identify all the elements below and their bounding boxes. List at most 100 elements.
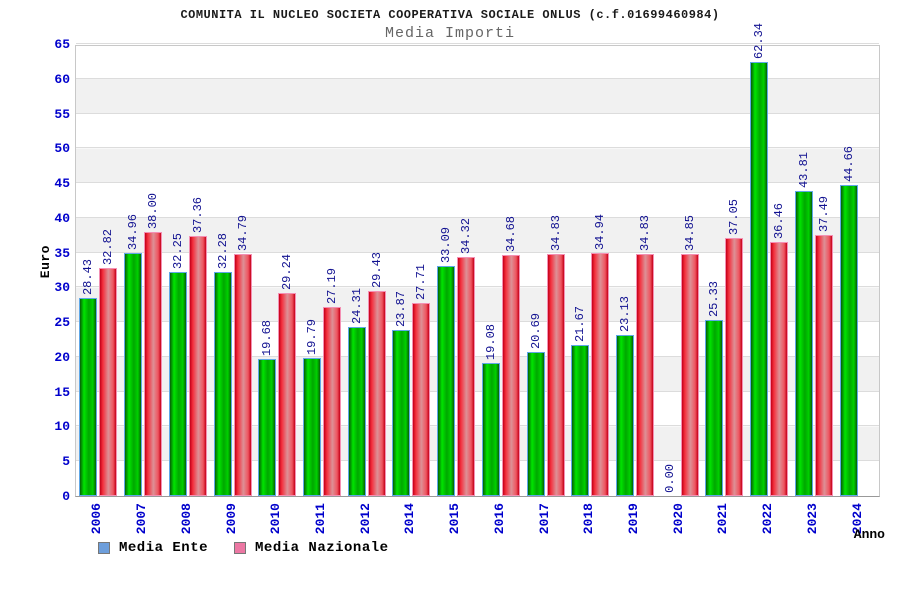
x-tick-label-2015: 2015: [447, 503, 463, 535]
bar-value-label: 25.33: [707, 280, 722, 317]
bar-value-label: 27.19: [324, 267, 339, 304]
gridline: [76, 425, 879, 427]
bar-value-label: 32.25: [170, 232, 185, 269]
bar-ente-2007: [124, 253, 143, 496]
gridline: [76, 286, 879, 288]
y-tick-label: 65: [54, 37, 70, 52]
bar-ente-2011: [302, 358, 321, 496]
bar-ente-2024: [839, 185, 858, 496]
legend-label: Media Nazionale: [255, 540, 389, 556]
bar-nazionale-2021: [725, 238, 744, 496]
x-axis-title: Anno: [853, 527, 885, 542]
bar-nazionale-2011: [322, 307, 341, 496]
x-tick-label-2022: 2022: [760, 503, 776, 535]
x-tick-label-2006: 2006: [89, 503, 105, 535]
bar-value-label: 43.81: [796, 151, 811, 188]
gridline: [76, 460, 879, 462]
bar-nazionale-2022: [770, 242, 789, 496]
bar-value-label: 34.85: [682, 214, 697, 251]
gridline: [76, 251, 879, 253]
bar-nazionale-2007: [144, 232, 163, 496]
gridline: [76, 77, 879, 79]
bar-ente-2008: [168, 272, 187, 496]
gridline: [76, 112, 879, 114]
legend-swatch-icon: [234, 542, 247, 554]
bar-value-label: 28.43: [81, 258, 96, 295]
bar-ente-2022: [750, 62, 769, 496]
bar-value-label: 0.00: [662, 464, 677, 493]
bar-ente-2009: [213, 272, 232, 496]
x-tick-label-2008: 2008: [178, 503, 194, 535]
bar-ente-2015: [437, 266, 456, 496]
bar-ente-2019: [616, 335, 635, 496]
y-tick-label: 50: [54, 141, 70, 157]
y-tick-label: 0: [62, 489, 70, 504]
x-tick-label-2011: 2011: [312, 503, 328, 535]
bar-value-label: 23.87: [394, 290, 409, 327]
bar-value-label: 19.79: [304, 318, 319, 355]
x-tick-label-2017: 2017: [536, 503, 552, 535]
bar-value-label: 37.49: [816, 195, 831, 232]
bar-nazionale-2018: [591, 253, 610, 496]
bar-value-label: 36.46: [772, 202, 787, 239]
bar-nazionale-2014: [412, 303, 431, 496]
bar-value-label: 21.67: [573, 305, 588, 342]
bar-ente-2018: [571, 345, 590, 496]
y-tick-label: 10: [54, 419, 70, 435]
y-tick-label: 40: [54, 210, 70, 226]
gridline: [76, 390, 879, 392]
bar-ente-2014: [392, 330, 411, 496]
bar-ente-2012: [347, 327, 366, 496]
x-tick-label-2021: 2021: [715, 503, 731, 535]
gridline: [76, 182, 879, 184]
y-tick-label: 30: [54, 280, 70, 296]
bar-value-label: 29.24: [280, 253, 295, 290]
bar-nazionale-2008: [188, 236, 207, 496]
bar-value-label: 19.08: [483, 323, 498, 360]
gridline: [76, 216, 879, 218]
bar-value-label: 34.68: [503, 215, 518, 252]
bar-value-label: 34.83: [638, 214, 653, 251]
legend-swatch-icon: [98, 542, 110, 554]
y-tick-label: 25: [54, 315, 70, 331]
bar-nazionale-2019: [636, 254, 655, 496]
x-tick-label-2020: 2020: [670, 503, 686, 535]
bar-value-label: 37.36: [190, 196, 205, 233]
bar-nazionale-2020: [680, 254, 699, 496]
gridline: [76, 321, 879, 323]
bar-value-label: 34.32: [459, 217, 474, 254]
legend: Media Ente Media Nazionale: [98, 540, 389, 556]
gridline: [76, 147, 879, 149]
y-tick-label: 35: [54, 245, 70, 261]
x-tick-label-2023: 2023: [804, 503, 820, 535]
bar-value-label: 37.05: [727, 198, 742, 235]
bar-ente-2006: [79, 298, 98, 496]
bar-value-label: 34.96: [126, 213, 141, 250]
gridline: [76, 43, 879, 44]
bar-nazionale-2010: [278, 293, 297, 496]
y-tick-label: 55: [54, 106, 70, 122]
chart-subtitle: Media Importi: [384, 25, 516, 42]
x-tick-label-2018: 2018: [581, 503, 597, 535]
bar-ente-2017: [526, 352, 545, 496]
x-tick-label-2019: 2019: [626, 503, 642, 535]
bar-nazionale-2006: [99, 268, 118, 496]
plot-area: 28.43 32.82 34.96 38.00 32.25 37.36 32.28 34.79…: [75, 23, 880, 497]
x-tick-label-2010: 2010: [268, 503, 284, 535]
y-tick-label: 20: [54, 349, 70, 365]
bar-value-label: 32.28: [215, 232, 230, 269]
bar-nazionale-2015: [457, 257, 476, 496]
x-tick-label-2014: 2014: [402, 503, 418, 535]
bar-nazionale-2023: [814, 235, 833, 496]
bar-value-label: 34.79: [235, 214, 250, 251]
y-tick-label: 15: [54, 384, 70, 400]
bar-value-label: 38.00: [146, 192, 161, 229]
bar-nazionale-2016: [501, 255, 520, 496]
x-tick-label-2016: 2016: [491, 503, 507, 535]
bar-value-label: 23.13: [618, 295, 633, 332]
y-tick-label: 60: [54, 71, 70, 87]
bar-nazionale-2017: [546, 254, 565, 496]
bar-value-label: 33.09: [439, 226, 454, 263]
bar-value-label: 44.66: [841, 145, 856, 182]
